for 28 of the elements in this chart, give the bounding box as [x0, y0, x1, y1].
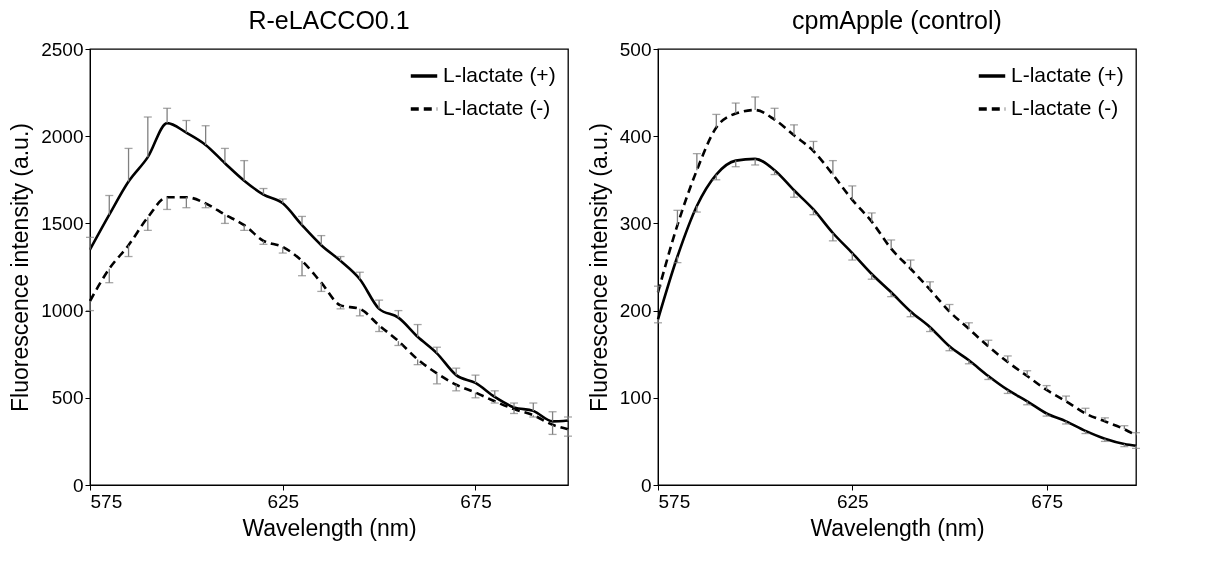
y-tick-label: 2500	[41, 38, 84, 60]
x-tick-label: 575	[658, 490, 691, 512]
y-tick-label: 1000	[41, 300, 84, 322]
y-tick-label: 500	[619, 38, 652, 60]
y-tick-label: 200	[619, 300, 652, 322]
y-tick-label: 2000	[41, 125, 84, 147]
legend-label: L-lactate (-)	[1011, 96, 1119, 119]
y-tick-label: 0	[640, 474, 652, 496]
y-tick-label: 400	[619, 125, 652, 147]
legend-label: L-lactate (-)	[443, 96, 551, 119]
x-tick-label: 675	[460, 490, 492, 512]
x-axis-title: Wavelength (nm)	[242, 514, 417, 541]
y-tick-label: 300	[619, 212, 652, 234]
legend-label: L-lactate (+)	[443, 63, 556, 86]
y-axis-title: Fluorescence intensity (a.u.)	[585, 123, 612, 412]
y-tick-label: 100	[619, 387, 652, 409]
y-axis-title: Fluorescence intensity (a.u.)	[7, 123, 34, 412]
y-tick-label: 0	[72, 474, 84, 496]
chart-title: R-eLACCO0.1	[248, 6, 410, 34]
x-tick-label: 575	[90, 490, 123, 512]
legend-label: L-lactate (+)	[1011, 63, 1124, 86]
x-tick-label: 675	[1031, 490, 1063, 512]
x-tick-label: 625	[267, 490, 300, 512]
y-tick-label: 500	[51, 387, 84, 409]
x-axis-title: Wavelength (nm)	[810, 514, 985, 541]
x-tick-label: 625	[836, 490, 869, 512]
chart-title: cpmApple (control)	[792, 6, 1002, 34]
y-tick-label: 1500	[41, 212, 84, 234]
